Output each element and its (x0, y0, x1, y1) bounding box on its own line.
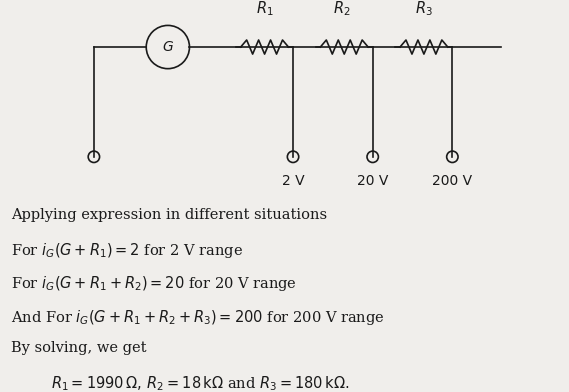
Text: By solving, we get: By solving, we get (11, 341, 147, 355)
Text: 2 V: 2 V (282, 174, 304, 189)
Text: $R_1$: $R_1$ (255, 0, 274, 18)
Text: $R_1 = 1990\,\Omega,\, R_2 = 18\,\mathrm{k}\Omega$ and $R_3 = 180\,\mathrm{k}\Om: $R_1 = 1990\,\Omega,\, R_2 = 18\,\mathrm… (51, 374, 349, 392)
Text: Applying expression in different situations: Applying expression in different situati… (11, 208, 328, 222)
Text: $R_3$: $R_3$ (415, 0, 433, 18)
Text: 20 V: 20 V (357, 174, 389, 189)
Text: $R_2$: $R_2$ (333, 0, 350, 18)
Text: And For $i_G(G + R_1 + R_2 + R_3) = 200$ for 200 V range: And For $i_G(G + R_1 + R_2 + R_3) = 200$… (11, 308, 385, 327)
Text: 200 V: 200 V (432, 174, 472, 189)
Text: For $i_G(G + R_1 + R_2) = 20$ for 20 V range: For $i_G(G + R_1 + R_2) = 20$ for 20 V r… (11, 274, 297, 293)
Text: For $i_G(G + R_1) = 2$ for 2 V range: For $i_G(G + R_1) = 2$ for 2 V range (11, 241, 244, 260)
Text: $G$: $G$ (162, 40, 174, 54)
